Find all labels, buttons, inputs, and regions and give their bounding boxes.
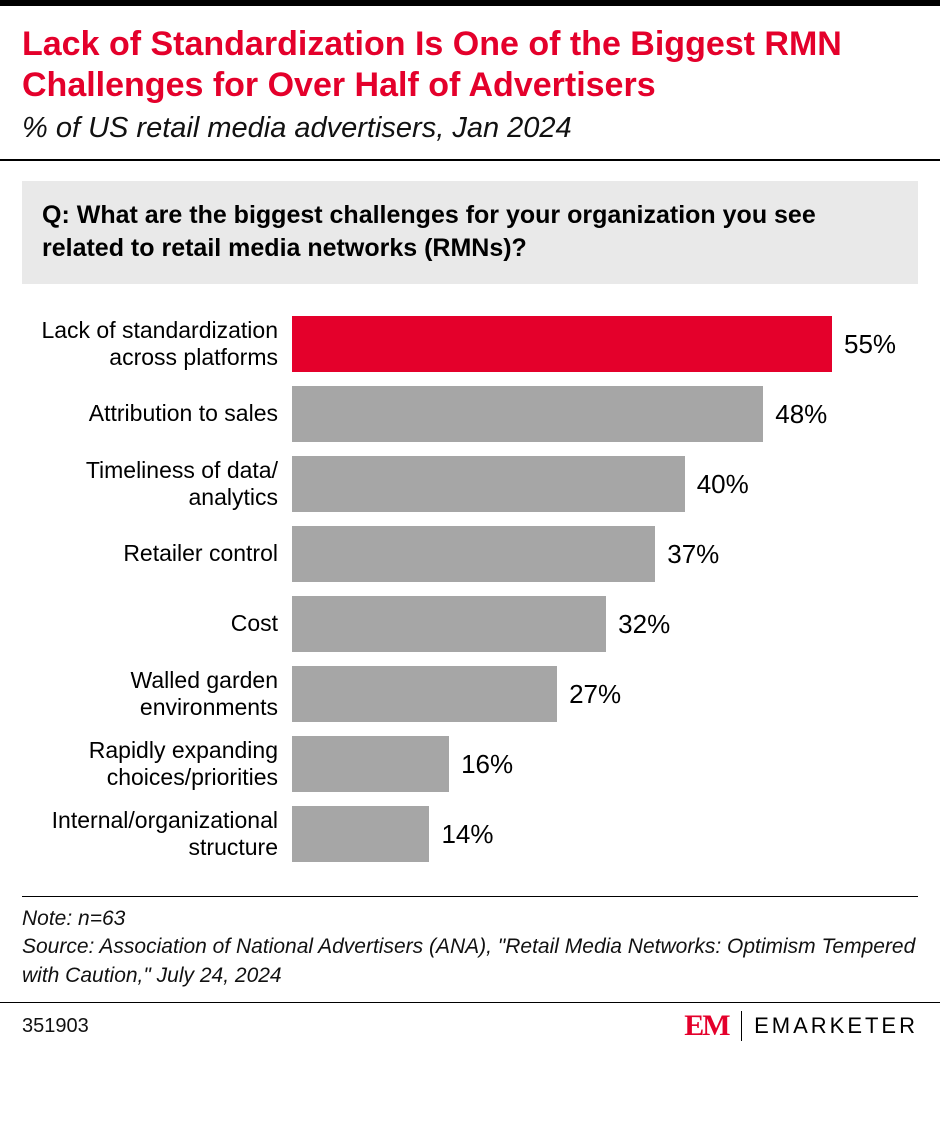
- bar-label: Timeliness of data/ analytics: [22, 457, 292, 512]
- bar: [292, 526, 655, 582]
- bar-value: 55%: [844, 329, 896, 360]
- header: Lack of Standardization Is One of the Bi…: [0, 6, 940, 161]
- bar-row: Cost 32%: [22, 596, 918, 652]
- bar-value: 14%: [441, 819, 493, 850]
- bar-track: 40%: [292, 456, 918, 512]
- brand-name: EMARKETER: [754, 1013, 918, 1039]
- notes-block: Note: n=63 Source: Association of Nation…: [0, 897, 940, 996]
- bar-track: 27%: [292, 666, 918, 722]
- bar-track: 14%: [292, 806, 918, 862]
- bar: [292, 596, 606, 652]
- bar-value: 37%: [667, 539, 719, 570]
- chart-id: 351903: [22, 1015, 89, 1038]
- question-text: Q: What are the biggest challenges for y…: [42, 199, 898, 267]
- bar-label: Attribution to sales: [22, 400, 292, 428]
- chart-subtitle: % of US retail media advertisers, Jan 20…: [22, 112, 918, 145]
- bar-track: 48%: [292, 386, 918, 442]
- bar-row: Internal/organizational structure 14%: [22, 806, 918, 862]
- bar-value: 48%: [775, 399, 827, 430]
- bar-row: Lack of standardization across platforms…: [22, 316, 918, 372]
- brand: EM EMARKETER: [684, 1009, 918, 1043]
- brand-mark-icon: EM: [684, 1009, 728, 1043]
- bar-row: Walled garden environments 27%: [22, 666, 918, 722]
- bar-label: Internal/organizational structure: [22, 807, 292, 862]
- bar-label: Lack of standardization across platforms: [22, 317, 292, 372]
- bar-row: Retailer control 37%: [22, 526, 918, 582]
- bar: [292, 456, 685, 512]
- question-box: Q: What are the biggest challenges for y…: [22, 181, 918, 285]
- bar-chart: Lack of standardization across platforms…: [0, 294, 940, 886]
- chart-frame: Lack of Standardization Is One of the Bi…: [0, 0, 940, 1061]
- bar-track: 37%: [292, 526, 918, 582]
- bar-row: Attribution to sales 48%: [22, 386, 918, 442]
- bar-row: Timeliness of data/ analytics 40%: [22, 456, 918, 512]
- bar: [292, 386, 763, 442]
- source-text: Source: Association of National Advertis…: [22, 933, 918, 990]
- bar-value: 40%: [697, 469, 749, 500]
- bar-value: 32%: [618, 609, 670, 640]
- bar-track: 55%: [292, 316, 918, 372]
- bar: [292, 666, 557, 722]
- brand-separator: [741, 1011, 743, 1041]
- bar-value: 16%: [461, 749, 513, 780]
- footer: 351903 EM EMARKETER: [0, 1002, 940, 1061]
- bar-value: 27%: [569, 679, 621, 710]
- bar-track: 32%: [292, 596, 918, 652]
- bar: [292, 806, 429, 862]
- bar-label: Retailer control: [22, 540, 292, 568]
- note-text: Note: n=63: [22, 905, 918, 933]
- bar: [292, 316, 832, 372]
- chart-title: Lack of Standardization Is One of the Bi…: [22, 24, 918, 106]
- bar-label: Cost: [22, 610, 292, 638]
- bar-label: Rapidly expanding choices/priorities: [22, 737, 292, 792]
- bar-track: 16%: [292, 736, 918, 792]
- bar-row: Rapidly expanding choices/priorities 16%: [22, 736, 918, 792]
- bar: [292, 736, 449, 792]
- bar-label: Walled garden environments: [22, 667, 292, 722]
